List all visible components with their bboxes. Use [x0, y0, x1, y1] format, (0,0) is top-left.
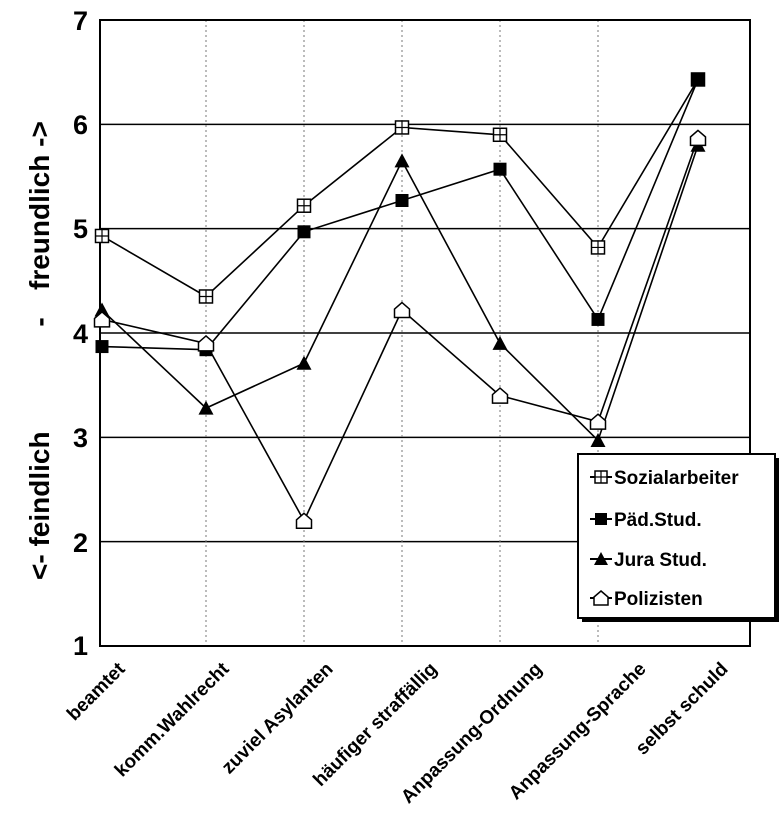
- legend-label: Jura Stud.: [614, 550, 707, 571]
- legend: Sozialarbeiter Päd.Stud. Jura Stud. Poli…: [577, 453, 779, 622]
- marker-cross: [395, 120, 409, 134]
- legend-label: Päd.Stud.: [614, 510, 702, 531]
- marker-cross: [297, 199, 311, 213]
- marker-filled-square: [95, 340, 109, 354]
- marker-filled-square: [395, 193, 409, 207]
- marker-filled-triangle: [590, 432, 606, 447]
- y-axis-label: <- feindlich - freundlich ->: [24, 121, 55, 580]
- series-line: [101, 79, 699, 298]
- legend-box: [577, 453, 776, 619]
- marker-open-house: [295, 512, 313, 530]
- marker-cross: [595, 471, 607, 483]
- marker-open-house: [393, 301, 411, 319]
- y-axis-label-top: freundlich ->: [24, 121, 55, 290]
- marker-filled-triangle: [94, 302, 110, 317]
- marker-filled-triangle: [296, 355, 312, 370]
- y-axis-ticks: 1 2 3 4 5 6 7: [73, 6, 88, 661]
- marker-filled-square: [297, 225, 311, 239]
- y-tick-label: 1: [73, 631, 88, 661]
- series-polizisten: [93, 129, 707, 530]
- legend-markers: [590, 470, 612, 606]
- series-layer: [93, 72, 707, 530]
- marker-filled-triangle: [198, 400, 214, 415]
- marker-filled-triangle: [492, 335, 508, 350]
- marker-open-house: [491, 387, 509, 404]
- marker-cross: [199, 289, 213, 303]
- marker-open-house: [593, 590, 609, 606]
- marker-open-house: [197, 334, 215, 352]
- marker-filled-square: [595, 513, 607, 525]
- y-axis-label-bottom: <- feindlich: [24, 431, 55, 580]
- legend-label: Polizisten: [614, 589, 703, 610]
- x-axis-ticks: beamtet komm.Wahlrecht zuviel Asylanten …: [63, 658, 732, 808]
- marker-filled-triangle: [594, 552, 608, 565]
- marker-filled-square: [691, 72, 705, 86]
- marker-filled-square: [591, 312, 605, 326]
- marker-filled-triangle: [394, 153, 410, 168]
- y-tick-label: 7: [73, 6, 88, 36]
- y-tick-label: 5: [73, 214, 88, 244]
- marker-cross: [493, 128, 507, 142]
- marker-cross: [591, 240, 605, 254]
- marker-open-house: [589, 413, 607, 430]
- marker-open-house: [689, 129, 707, 147]
- legend-label: Sozialarbeiter: [614, 468, 739, 489]
- y-tick-label: 2: [73, 528, 88, 558]
- series-sozialarbeiter: [94, 72, 706, 304]
- x-tick-label: beamtet: [63, 658, 130, 725]
- y-tick-label: 6: [73, 110, 88, 140]
- marker-cross: [95, 229, 109, 243]
- marker-open-house: [93, 310, 111, 328]
- y-tick-label: 3: [73, 423, 88, 453]
- x-tick-label: zuviel Asylanten: [218, 659, 338, 779]
- plot-frame: [99, 19, 751, 647]
- y-tick-label: 4: [73, 319, 88, 349]
- x-tick-label: komm.Wahlrecht: [111, 658, 234, 781]
- series-jura-stud-: [94, 137, 706, 447]
- marker-filled-square: [493, 162, 507, 176]
- y-axis-label-middle: -: [24, 317, 55, 326]
